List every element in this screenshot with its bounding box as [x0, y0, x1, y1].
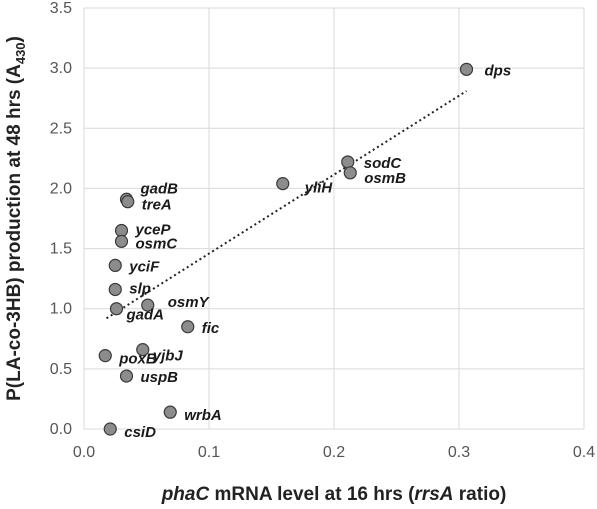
x-tick-labels: 0.0 0.1 0.2 0.3 0.4: [73, 444, 595, 461]
point-label-poxB: poxB: [118, 351, 157, 368]
y-tick-label: 0.0: [50, 421, 72, 438]
point-label-dps: dps: [485, 62, 512, 79]
x-tick-label: 0.4: [573, 444, 595, 461]
y-tick-label: 2.5: [50, 120, 72, 137]
point-label-wrbA: wrbA: [184, 407, 222, 424]
data-point-treA: [121, 195, 135, 209]
data-point-osmC: [114, 234, 129, 248]
data-point-csiD: [103, 422, 117, 436]
point-label-gadB: gadB: [140, 180, 179, 197]
data-point-slp: [108, 282, 122, 297]
point-label-slp: slp: [129, 280, 151, 297]
y-tick-label: 3.5: [50, 0, 72, 17]
x-axis-title: phaC mRNA level at 16 hrs (rrsA ratio): [161, 484, 507, 505]
x-axis-title-part: rrsA: [414, 484, 453, 505]
x-axis-title-part: ratio): [454, 484, 507, 505]
y-axis-title-part: 430: [13, 42, 28, 64]
x-tick-label: 0.0: [73, 444, 95, 461]
point-label-fic: fic: [202, 320, 220, 337]
points-layer: [98, 62, 474, 436]
data-point-poxB: [98, 349, 112, 363]
point-label-osmC: osmC: [136, 235, 179, 252]
data-point-osmY: [141, 298, 155, 312]
grid-layer: [83, 7, 585, 430]
data-point-gadA: [109, 302, 124, 316]
data-point-uspB: [119, 369, 134, 383]
data-point-yjbJ: [136, 343, 150, 357]
point-label-yceP: yceP: [135, 222, 172, 239]
y-tick-label: 0.5: [50, 361, 72, 378]
y-tick-label: 2.0: [50, 180, 72, 197]
y-axis-title-part: P(LA-co-3HB) production at 48 hrs (A: [4, 64, 25, 401]
data-point-fic: [181, 320, 195, 334]
point-label-osmY: osmY: [168, 294, 211, 311]
point-label-yjbJ: yjbJ: [152, 348, 184, 365]
data-point-wrbA: [163, 405, 177, 419]
x-tick-label: 0.2: [323, 444, 345, 461]
data-point-yliH: [276, 177, 290, 191]
x-axis-title-part: mRNA level at 16 hrs (: [209, 484, 415, 505]
point-label-osmB: osmB: [364, 170, 406, 187]
y-tick-label: 1.0: [50, 301, 72, 318]
trendline-layer: [105, 90, 468, 320]
x-tick-label: 0.1: [198, 444, 220, 461]
point-label-treA: treA: [142, 197, 172, 214]
y-tick-labels: 0.0 0.5 1.0 1.5 2.0 2.5 3.0 3.5: [50, 0, 72, 438]
point-label-gadA: gadA: [126, 307, 165, 324]
point-label-sodC: sodC: [364, 155, 403, 172]
data-point-sodC: [341, 155, 355, 169]
data-point-yceP: [114, 223, 129, 238]
y-tick-label: 1.5: [50, 241, 72, 258]
point-label-yliH: yliH: [304, 180, 334, 197]
data-point-dps: [459, 62, 474, 76]
point-label-yciF: yciF: [128, 258, 160, 275]
point-label-csiD: csiD: [124, 424, 156, 441]
data-point-osmB: [343, 166, 357, 180]
y-tick-label: 3.0: [50, 60, 72, 77]
trendline: [105, 90, 468, 320]
y-axis-title-part: ): [4, 36, 25, 42]
x-tick-label: 0.3: [448, 444, 470, 461]
data-point-yciF: [108, 258, 122, 273]
x-axis-title-part: phaC: [161, 484, 210, 505]
point-label-uspB: uspB: [141, 369, 179, 386]
y-axis-title: P(LA-co-3HB) production at 48 hrs (A430): [4, 36, 28, 401]
